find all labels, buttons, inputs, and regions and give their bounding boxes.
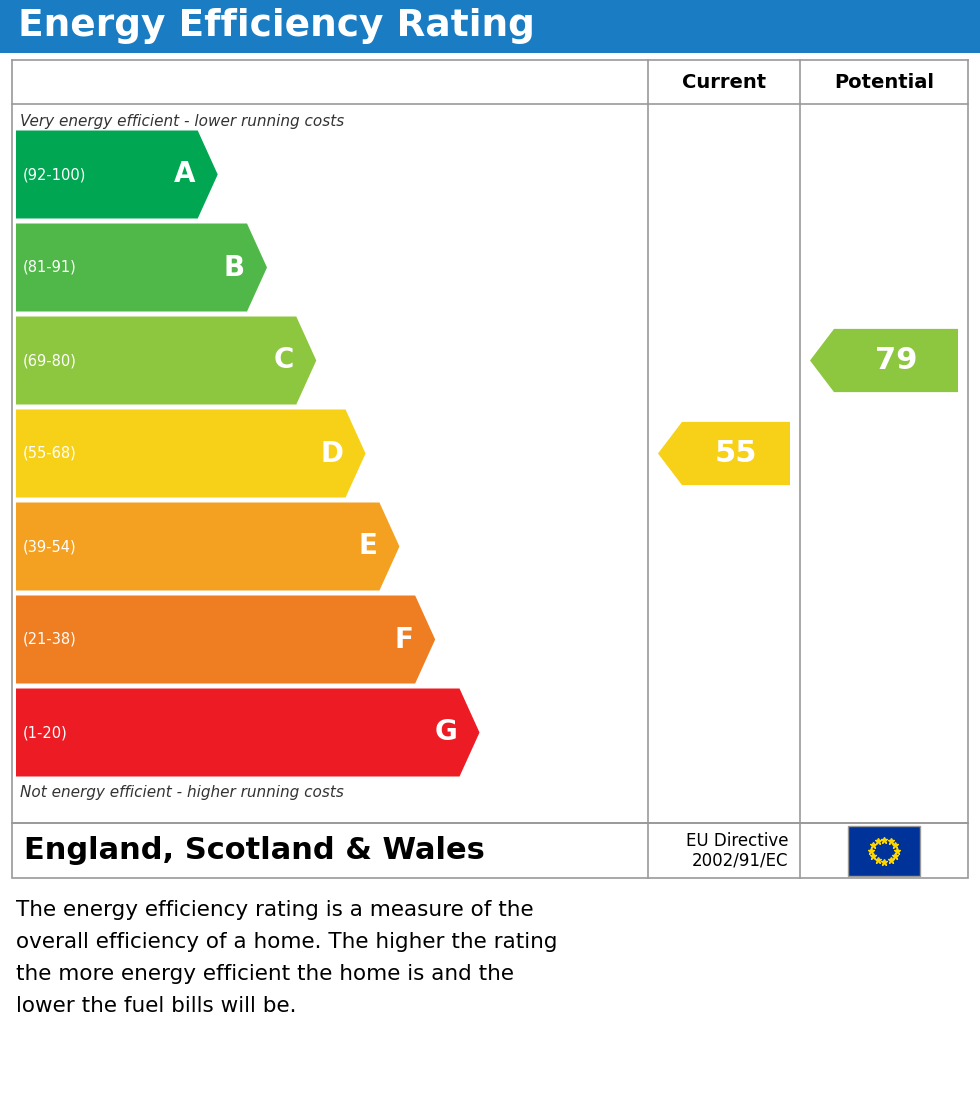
Text: (1-20): (1-20) (23, 725, 68, 740)
Text: (39-54): (39-54) (23, 539, 76, 554)
Text: England, Scotland & Wales: England, Scotland & Wales (24, 836, 485, 865)
Polygon shape (16, 503, 400, 590)
Text: 55: 55 (714, 439, 758, 468)
Text: (92-100): (92-100) (23, 167, 86, 183)
Polygon shape (16, 317, 317, 404)
Polygon shape (16, 410, 366, 497)
Text: 2002/91/EC: 2002/91/EC (692, 851, 788, 870)
Text: Potential: Potential (834, 72, 934, 92)
Text: Not energy efficient - higher running costs: Not energy efficient - higher running co… (20, 785, 344, 800)
Polygon shape (16, 130, 218, 219)
Bar (12, 823, 968, 878)
Text: B: B (223, 254, 245, 282)
Text: A: A (174, 161, 196, 188)
Polygon shape (16, 596, 435, 683)
Text: (81-91): (81-91) (23, 260, 76, 275)
Text: E: E (359, 532, 377, 561)
Text: F: F (394, 625, 414, 654)
Bar (0, 0, 980, 52)
Text: Very energy efficient - lower running costs: Very energy efficient - lower running co… (20, 114, 344, 129)
Polygon shape (16, 223, 267, 312)
Text: Current: Current (682, 72, 766, 92)
Text: D: D (320, 439, 344, 468)
Text: G: G (435, 718, 458, 747)
Text: Energy Efficiency Rating: Energy Efficiency Rating (18, 9, 535, 45)
Text: 79: 79 (875, 346, 917, 375)
Polygon shape (16, 689, 479, 776)
Text: The energy efficiency rating is a measure of the
overall efficiency of a home. T: The energy efficiency rating is a measur… (16, 900, 558, 1016)
Text: C: C (273, 346, 294, 375)
Text: (55-68): (55-68) (23, 446, 76, 461)
Text: (21-38): (21-38) (23, 632, 76, 647)
Polygon shape (810, 329, 958, 392)
Bar (848, 825, 920, 875)
Polygon shape (658, 422, 790, 485)
Text: (69-80): (69-80) (23, 353, 76, 368)
Text: EU Directive: EU Directive (685, 832, 788, 849)
